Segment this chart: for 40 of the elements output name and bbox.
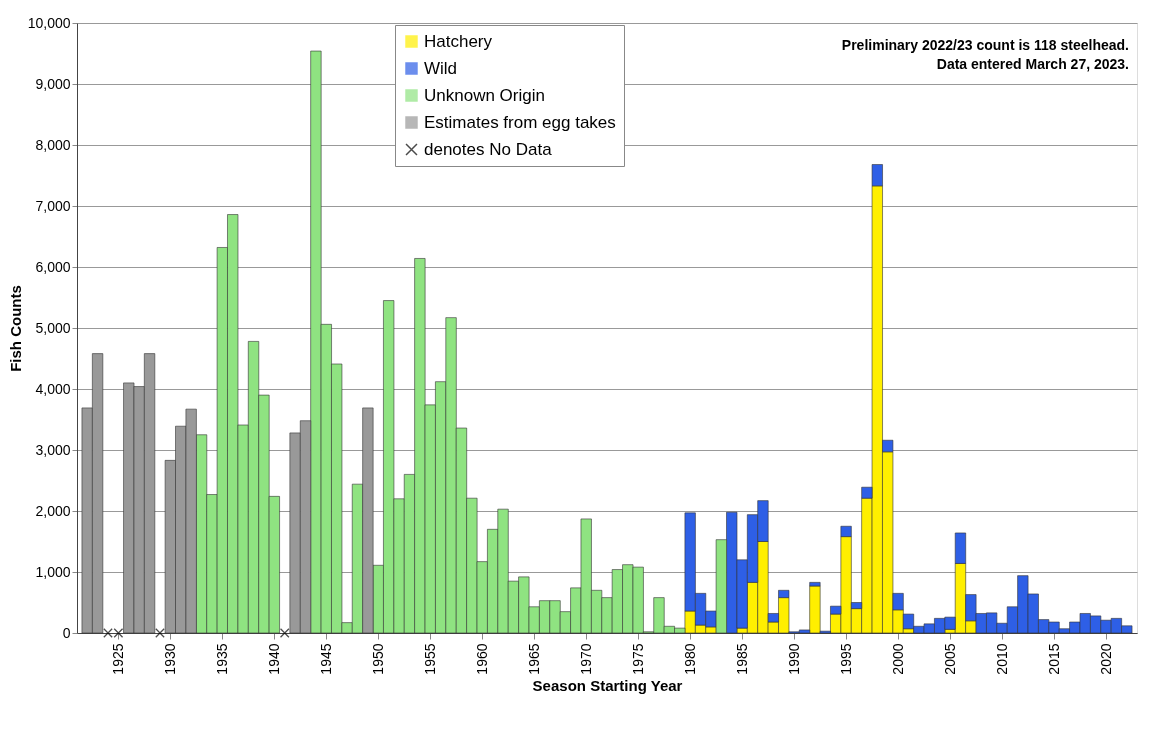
annotation: Data entered March 27, 2023. [936, 56, 1129, 72]
x-tick-label: 1975 [629, 643, 646, 675]
x-tick-label: 1980 [681, 643, 698, 675]
y-axis-title: Fish Counts [6, 285, 24, 372]
x-tick-label: 1960 [473, 643, 490, 675]
x-tick-label: 1985 [733, 643, 750, 675]
x-tick-label: 1930 [161, 643, 178, 675]
y-tick-label: 4,000 [35, 380, 71, 397]
y-tick-label: 8,000 [35, 136, 71, 153]
x-tick-label: 2005 [941, 643, 958, 675]
x-tick-label: 1970 [577, 643, 594, 675]
y-tick-label: 10,000 [27, 14, 71, 31]
x-tick-label: 1950 [369, 643, 386, 675]
legend-label: denotes No Data [424, 139, 553, 159]
legend-label: Unknown Origin [424, 85, 545, 105]
x-tick-label: 2020 [1097, 643, 1114, 675]
x-tick-label: 1995 [837, 643, 854, 675]
x-tick-label: 2010 [993, 643, 1010, 675]
annotation: Preliminary 2022/23 count is 118 steelhead. [841, 37, 1129, 53]
y-tick-label: 3,000 [35, 441, 71, 458]
x-tick-label: 1940 [265, 643, 282, 675]
y-tick-label: 6,000 [35, 258, 71, 275]
x-axis-title: Season Starting Year [532, 676, 683, 694]
x-tick-label: 1955 [421, 643, 438, 675]
x-tick-label: 2000 [889, 643, 906, 675]
y-tick-label: 7,000 [35, 197, 71, 214]
x-tick-label: 2015 [1045, 643, 1062, 675]
x-tick-label: 1990 [785, 643, 802, 675]
y-tick-label: 2,000 [35, 502, 71, 519]
x-tick-label: 1945 [317, 643, 334, 675]
y-tick-label: 9,000 [35, 75, 71, 92]
legend-label: Estimates from egg takes [424, 112, 616, 132]
y-tick-label: 1,000 [35, 563, 71, 580]
x-tick-label: 1965 [525, 643, 542, 675]
x-tick-label: 1925 [109, 643, 126, 675]
x-tick-label: 1935 [213, 643, 230, 675]
legend-label: Wild [424, 58, 458, 78]
y-tick-label: 5,000 [35, 319, 71, 336]
y-tick-label: 0 [62, 624, 71, 641]
legend-label: Hatchery [424, 31, 493, 51]
